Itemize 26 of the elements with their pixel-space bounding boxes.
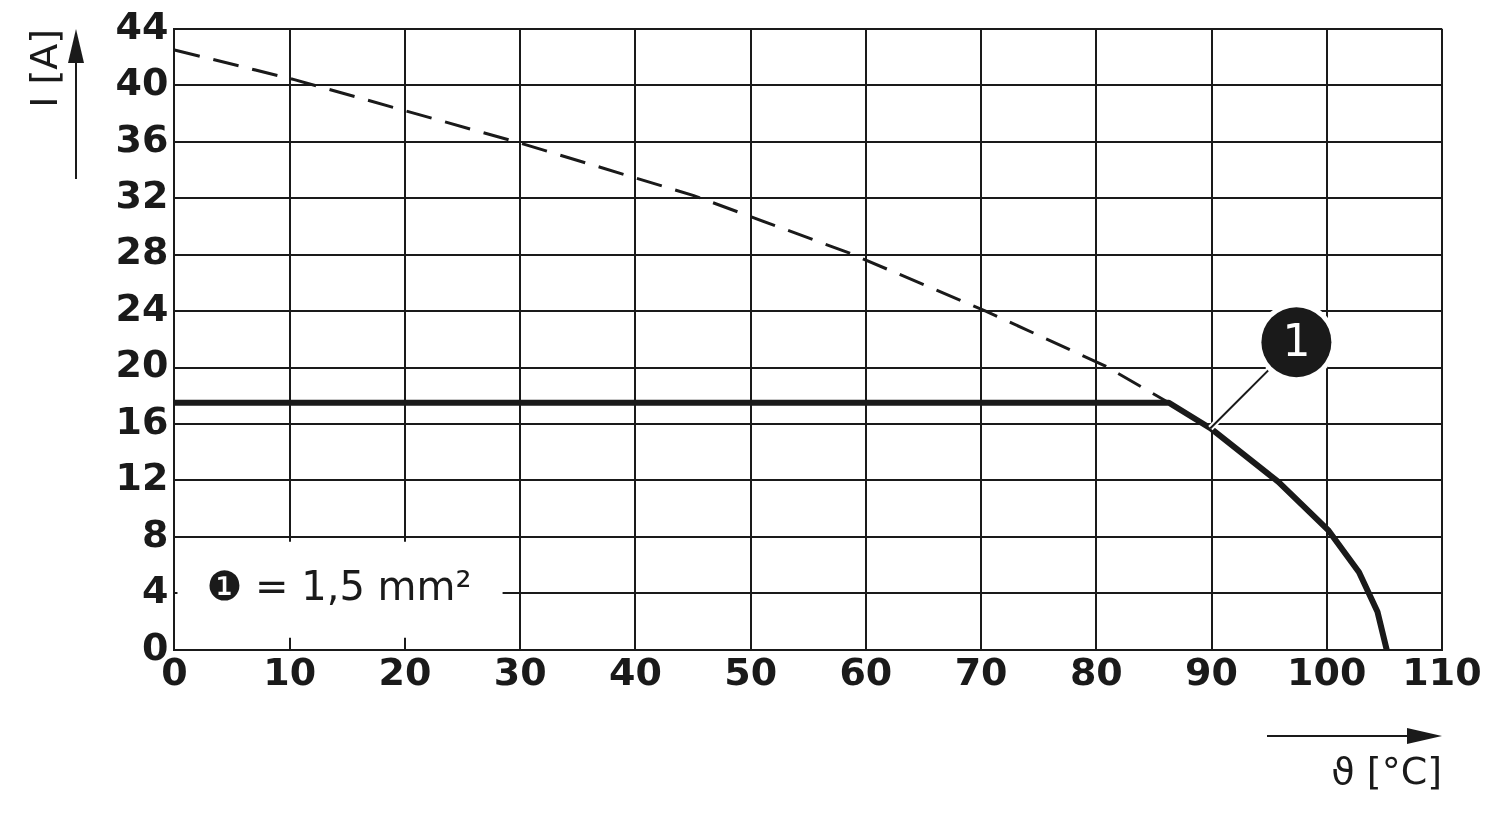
x-tick-label: 100	[1287, 650, 1367, 695]
y-tick-label: 4	[142, 568, 169, 613]
x-tick-label: 50	[724, 650, 778, 695]
y-tick-label: 20	[115, 342, 169, 387]
y-axis-title: I [A]	[21, 28, 66, 108]
y-tick-label: 32	[115, 173, 169, 218]
x-tick-label: 40	[608, 650, 662, 695]
x-tick-label: 30	[493, 650, 547, 695]
annotation: ❶ = 1,5 mm²	[206, 563, 472, 610]
y-tick-label: 36	[115, 116, 169, 161]
y-tick-label: 12	[115, 455, 169, 500]
text: 1	[1282, 314, 1311, 366]
y-tick-label: 24	[115, 285, 169, 330]
x-tick-label: 110	[1402, 650, 1482, 695]
x-tick-label: 60	[839, 650, 893, 695]
x-tick-label: 80	[1069, 650, 1123, 695]
x-tick-label: 70	[954, 650, 1008, 695]
y-tick-label: 28	[115, 229, 169, 274]
y-tick-label: 44	[115, 3, 169, 48]
x-tick-label: 90	[1185, 650, 1238, 695]
y-tick-label: 40	[115, 60, 169, 105]
y-tick-label: 8	[142, 511, 169, 556]
x-axis-title: ϑ [°C]	[1331, 749, 1442, 794]
x-tick-label: 10	[263, 650, 317, 695]
x-tick-label: 20	[378, 650, 432, 695]
y-tick-label: 16	[115, 398, 169, 443]
